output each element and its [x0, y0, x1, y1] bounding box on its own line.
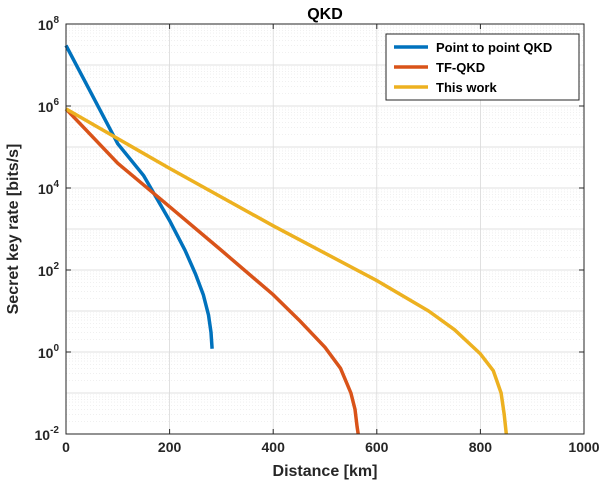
x-tick-label: 400 — [262, 439, 286, 455]
y-tick-label: 100 — [38, 343, 60, 361]
axis-ticks: 0 200 400 600 800 1000 10-2 100 102 104 106 108 — [35, 15, 600, 455]
x-axis-label: Distance [km] — [273, 463, 378, 480]
legend-label: Point to point QKD — [436, 40, 552, 55]
series-line-2 — [65, 107, 509, 435]
y-tick-label: 106 — [38, 97, 60, 115]
x-tick-label: 200 — [158, 439, 182, 455]
series-line-0 — [64, 44, 214, 349]
y-tick-label: 102 — [38, 261, 60, 279]
x-tick-label: 0 — [62, 439, 70, 455]
x-tick-label: 600 — [365, 439, 389, 455]
series-line-1 — [64, 107, 360, 435]
x-tick-label: 1000 — [568, 439, 599, 455]
plot-frame — [65, 23, 585, 435]
legend-label: TF-QKD — [436, 60, 485, 75]
legend-label: This work — [436, 80, 497, 95]
y-tick-label: 108 — [38, 15, 60, 33]
y-axis-label: Secret key rate [bits/s] — [5, 144, 22, 315]
y-tick-label: 10-2 — [35, 425, 60, 443]
legend: Point to point QKD TF-QKD This work — [385, 33, 580, 101]
plot-series — [64, 44, 509, 435]
chart-title: QKD — [307, 6, 343, 23]
x-tick-label: 800 — [469, 439, 493, 455]
y-tick-label: 104 — [38, 179, 60, 197]
